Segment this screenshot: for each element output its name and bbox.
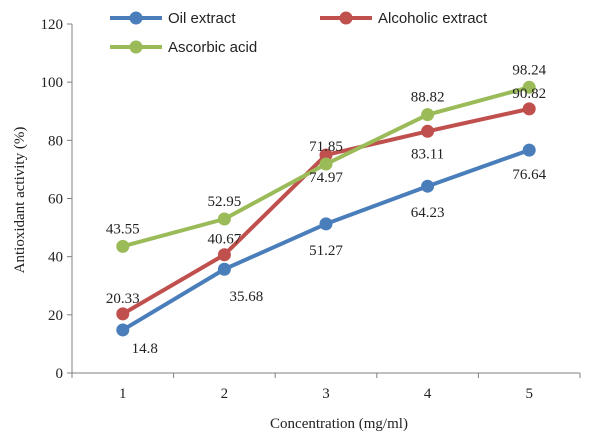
y-tick-label: 80 [48,133,63,149]
data-point [116,239,130,253]
data-point [421,124,435,138]
legend-swatch-marker [129,11,143,25]
data-label: 71.85 [309,139,343,155]
data-point [217,262,231,276]
x-tick-label: 2 [221,386,229,402]
data-label: 51.27 [309,243,343,259]
data-label: 83.11 [411,146,444,162]
y-tick-label: 120 [41,17,64,33]
legend-label: Alcoholic extract [378,10,488,27]
data-point [319,148,333,162]
data-point [421,108,435,122]
data-label: 35.68 [230,289,264,305]
data-point [116,323,130,337]
data-label: 43.55 [106,221,140,237]
data-point [522,143,536,157]
data-point [217,212,231,226]
data-labels: 14.8 35.68 51.27 64.23 76.64 20.33 40.67 74.97 8… [106,62,547,357]
legend: Oil extract Alcoholic extract Ascorbic aci… [110,10,488,56]
legend-label: Oil extract [168,10,236,27]
data-point [217,248,231,262]
series-layer [116,80,536,337]
x-tick-label: 5 [525,386,533,402]
data-label: 40.67 [208,232,242,248]
data-label: 98.24 [512,62,546,78]
data-point [319,157,333,171]
legend-swatch-marker [129,40,143,54]
y-axis-title: Antioxidant activity (%) [12,127,28,274]
data-label: 64.23 [411,205,445,221]
y-tick-label: 0 [56,366,64,382]
data-label: 88.82 [411,90,445,106]
data-label: 14.8 [132,341,158,357]
axes: 0 20 40 60 80 100 120 1 2 3 4 5 [41,17,581,402]
x-tick-label: 4 [424,386,432,402]
x-tick-label: 1 [119,386,127,402]
x-tick-label: 3 [322,386,330,402]
data-label: 52.95 [208,194,242,210]
data-label: 90.82 [512,86,546,102]
legend-label: Ascorbic acid [168,39,257,56]
data-point [522,80,536,94]
data-label: 76.64 [512,167,546,183]
data-point [522,102,536,116]
data-point [319,217,333,231]
x-axis-title: Concentration (mg/ml) [270,416,408,432]
legend-swatch-marker [339,11,353,25]
data-label: 74.97 [309,170,343,186]
data-label: 20.33 [106,291,140,307]
data-point [116,307,130,321]
data-point [421,179,435,193]
y-tick-label: 100 [41,75,64,91]
y-tick-label: 60 [48,192,63,208]
y-tick-label: 20 [48,308,63,324]
y-tick-label: 40 [48,250,63,266]
